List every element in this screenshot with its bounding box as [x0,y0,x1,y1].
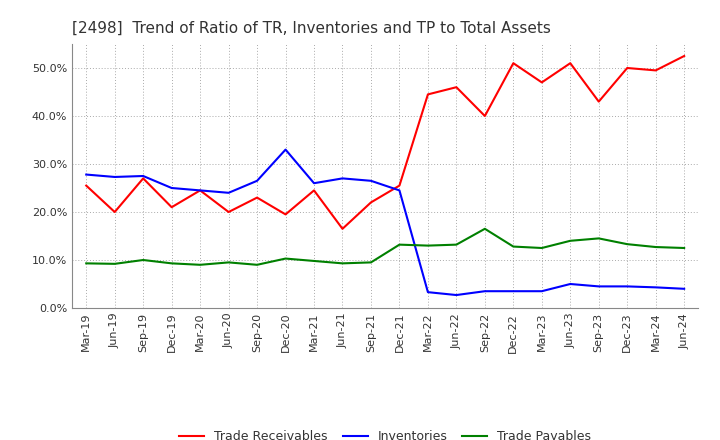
Trade Receivables [167,205,176,210]
Trade Payables [680,246,688,251]
Inventories [167,185,176,191]
Trade Receivables [395,183,404,188]
Trade Receivables [253,195,261,200]
Trade Payables [480,226,489,231]
Trade Receivables [110,209,119,215]
Trade Payables [509,244,518,249]
Trade Payables [652,244,660,249]
Text: [2498]  Trend of Ratio of TR, Inventories and TP to Total Assets: [2498] Trend of Ratio of TR, Inventories… [72,21,551,36]
Trade Receivables [537,80,546,85]
Trade Payables [225,260,233,265]
Inventories [595,284,603,289]
Trade Receivables [566,61,575,66]
Trade Receivables [139,176,148,181]
Line: Inventories: Inventories [86,150,684,295]
Inventories [196,188,204,193]
Inventories [423,290,432,295]
Trade Payables [282,256,290,261]
Inventories [282,147,290,152]
Trade Payables [310,258,318,264]
Line: Trade Payables: Trade Payables [86,229,684,265]
Trade Payables [338,261,347,266]
Inventories [82,172,91,177]
Trade Payables [537,246,546,251]
Trade Payables [595,236,603,241]
Trade Payables [167,261,176,266]
Trade Payables [110,261,119,267]
Legend: Trade Receivables, Inventories, Trade Payables: Trade Receivables, Inventories, Trade Pa… [174,425,596,440]
Trade Receivables [623,66,631,71]
Trade Receivables [310,188,318,193]
Trade Receivables [480,114,489,119]
Inventories [509,289,518,294]
Trade Payables [566,238,575,243]
Trade Payables [196,262,204,268]
Trade Receivables [595,99,603,104]
Trade Receivables [366,200,375,205]
Inventories [652,285,660,290]
Trade Receivables [452,84,461,90]
Trade Receivables [423,92,432,97]
Trade Receivables [652,68,660,73]
Trade Payables [623,242,631,247]
Trade Payables [82,261,91,266]
Trade Receivables [509,61,518,66]
Trade Receivables [225,209,233,215]
Inventories [110,174,119,180]
Inventories [395,188,404,193]
Trade Payables [366,260,375,265]
Inventories [338,176,347,181]
Inventories [537,289,546,294]
Trade Payables [139,257,148,263]
Inventories [225,190,233,195]
Trade Payables [395,242,404,247]
Inventories [566,281,575,286]
Trade Payables [253,262,261,268]
Trade Payables [423,243,432,248]
Inventories [452,293,461,298]
Trade Receivables [82,183,91,188]
Trade Receivables [680,53,688,59]
Trade Receivables [282,212,290,217]
Trade Receivables [338,226,347,231]
Trade Receivables [196,188,204,193]
Inventories [480,289,489,294]
Trade Payables [452,242,461,247]
Inventories [310,180,318,186]
Inventories [253,178,261,183]
Line: Trade Receivables: Trade Receivables [86,56,684,229]
Inventories [366,178,375,183]
Inventories [623,284,631,289]
Inventories [680,286,688,291]
Inventories [139,173,148,179]
